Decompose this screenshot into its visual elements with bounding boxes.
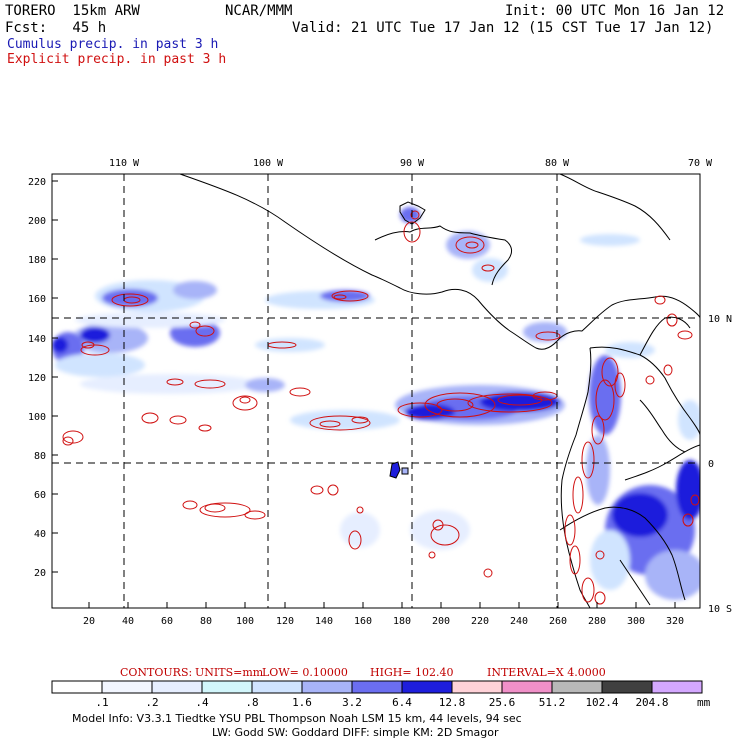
x-tick-label: 160	[354, 616, 372, 627]
contours-label: CONTOURS:	[120, 666, 192, 679]
model-name: TORERO 15km ARW	[5, 3, 140, 19]
y-tick-label: 160	[28, 294, 46, 305]
lon-label-110w: 110 W	[109, 158, 140, 169]
x-tick-label: 180	[393, 616, 411, 627]
x-tick-label: 140	[315, 616, 333, 627]
x-tick-label: 40	[122, 616, 134, 627]
colorbar-label: .2	[145, 696, 158, 709]
colorbar-unit: mm	[697, 696, 711, 709]
colorbar-label: 3.2	[342, 696, 362, 709]
contours-units: UNITS=mm	[195, 666, 264, 679]
contours-interval: INTERVAL=X 4.0000	[487, 666, 606, 679]
colorbar-label: .1	[95, 696, 108, 709]
x-tick-label: 240	[510, 616, 528, 627]
x-tick-label: 260	[549, 616, 567, 627]
colorbar-label: 6.4	[392, 696, 412, 709]
y-tick-label: 140	[28, 334, 46, 345]
y-tick-label: 20	[34, 568, 46, 579]
x-tick-label: 300	[627, 616, 645, 627]
lon-label-100w: 100 W	[253, 158, 284, 169]
explicit-precip-contours	[62, 210, 700, 605]
organization: NCAR/MMM	[225, 3, 293, 19]
colorbar-swatch	[601, 680, 653, 694]
colorbar-swatch	[651, 680, 703, 694]
colorbar-swatch	[551, 680, 603, 694]
colorbar-swatch	[251, 680, 303, 694]
y-tick-label: 60	[34, 490, 46, 501]
colorbar-swatch	[301, 680, 353, 694]
y-tick-label: 120	[28, 373, 46, 384]
lat-label-10s: 10 S	[708, 604, 732, 615]
colorbar-swatch	[451, 680, 503, 694]
lat-label-10n: 10 N	[708, 314, 732, 325]
y-axis-ticks	[52, 180, 58, 573]
contours-high: HIGH= 102.40	[370, 666, 454, 679]
y-tick-label: 40	[34, 529, 46, 540]
x-tick-label: 120	[276, 616, 294, 627]
forecast-hour: Fcst: 45 h	[5, 20, 107, 36]
y-tick-label: 80	[34, 451, 46, 462]
lon-label-70w: 70 W	[688, 158, 713, 169]
colorbar-label: 102.4	[585, 696, 618, 709]
colorbar-swatch	[201, 680, 253, 694]
lat-label-0: 0	[708, 459, 714, 470]
x-tick-label: 280	[588, 616, 606, 627]
x-tick-label: 60	[161, 616, 173, 627]
init-time: Init: 00 UTC Mon 16 Jan 12	[505, 3, 725, 19]
latlon-grid	[52, 174, 700, 608]
x-tick-label: 100	[236, 616, 254, 627]
model-info-line2: LW: Godd SW: Goddard DIFF: simple KM: 2D…	[212, 726, 499, 739]
valid-time: Valid: 21 UTC Tue 17 Jan 12 (15 CST Tue …	[292, 20, 714, 36]
y-tick-label: 180	[28, 255, 46, 266]
y-tick-label: 100	[28, 412, 46, 423]
colorbar-swatch	[501, 680, 553, 694]
colorbar-swatch	[51, 680, 103, 694]
lon-label-80w: 80 W	[545, 158, 570, 169]
x-axis-ticks	[88, 602, 676, 608]
x-tick-label: 200	[432, 616, 450, 627]
colorbar-label: 204.8	[635, 696, 668, 709]
x-tick-label: 320	[666, 616, 684, 627]
galapagos-islands	[389, 461, 409, 479]
colorbar: .1 .2 .4 .8 1.6 3.2 6.4 12.8 25.6 51.2 102.4 204.8	[51, 680, 703, 709]
explicit-legend: Explicit precip. in past 3 h	[7, 52, 227, 67]
lon-label-90w: 90 W	[400, 158, 425, 169]
colorbar-swatch	[151, 680, 203, 694]
colorbar-swatch	[101, 680, 153, 694]
colorbar-label: .4	[195, 696, 209, 709]
colorbar-label: 1.6	[292, 696, 312, 709]
y-tick-label: 220	[28, 177, 46, 188]
cumulus-legend: Cumulus precip. in past 3 h	[7, 37, 219, 52]
y-tick-label: 200	[28, 216, 46, 227]
model-info-line1: Model Info: V3.3.1 Tiedtke YSU PBL Thomp…	[72, 712, 522, 725]
colorbar-swatch	[401, 680, 453, 694]
colorbar-label: .8	[245, 696, 258, 709]
colorbar-label: 25.6	[489, 696, 516, 709]
contours-low: LOW= 0.10000	[262, 666, 348, 679]
colorbar-label: 12.8	[439, 696, 466, 709]
x-tick-label: 80	[200, 616, 212, 627]
x-tick-label: 220	[471, 616, 489, 627]
colorbar-label: 51.2	[539, 696, 566, 709]
colorbar-swatch	[351, 680, 403, 694]
x-tick-label: 20	[83, 616, 95, 627]
